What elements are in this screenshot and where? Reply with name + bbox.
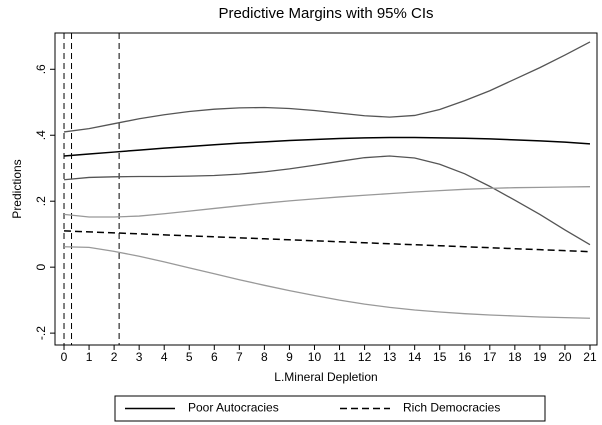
x-tick-label: 20 — [558, 350, 572, 364]
legend-label: Poor Autocracies — [188, 401, 279, 415]
series-line — [63, 136, 591, 157]
x-tick-label: 3 — [136, 350, 143, 364]
x-tick-label: 14 — [408, 350, 422, 364]
series-line — [63, 246, 591, 319]
x-tick-label: 8 — [261, 350, 268, 364]
chart-title: Predictive Margins with 95% CIs — [218, 5, 433, 22]
x-tick-label: 4 — [161, 350, 168, 364]
plot-frame — [54, 32, 598, 346]
y-axis-label: Predictions — [10, 159, 24, 218]
legend-box — [114, 395, 546, 422]
x-tick-label: 13 — [383, 350, 397, 364]
x-axis-label: L.Mineral Depletion — [274, 370, 377, 384]
y-tick-label: 0 — [34, 264, 48, 271]
x-tick-label: 17 — [483, 350, 497, 364]
y-tick-label: .4 — [34, 130, 48, 140]
y-tick-label: .6 — [34, 64, 48, 74]
x-tick-label: 12 — [358, 350, 372, 364]
series-line — [63, 41, 591, 133]
x-tick-label: 0 — [61, 350, 68, 364]
x-tick-label: 9 — [286, 350, 293, 364]
x-tick-label: 19 — [533, 350, 547, 364]
x-tick-label: 18 — [508, 350, 522, 364]
x-tick-label: 16 — [458, 350, 472, 364]
x-tick-label: 2 — [111, 350, 118, 364]
series-line — [63, 155, 591, 246]
x-tick-label: 15 — [433, 350, 447, 364]
series-line — [63, 186, 590, 218]
x-tick-label: 7 — [236, 350, 243, 364]
y-tick-label: -.2 — [34, 326, 48, 340]
y-tick-label: .2 — [34, 196, 48, 206]
x-tick-label: 6 — [211, 350, 218, 364]
x-tick-label: 5 — [186, 350, 193, 364]
x-tick-label: 21 — [583, 350, 597, 364]
legend-label: Rich Democracies — [403, 401, 500, 415]
x-tick-label: 1 — [86, 350, 93, 364]
x-tick-label: 10 — [308, 350, 322, 364]
x-tick-label: 11 — [333, 350, 346, 364]
